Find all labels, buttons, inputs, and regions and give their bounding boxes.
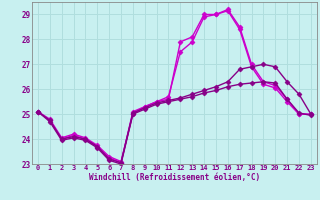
X-axis label: Windchill (Refroidissement éolien,°C): Windchill (Refroidissement éolien,°C)	[89, 173, 260, 182]
